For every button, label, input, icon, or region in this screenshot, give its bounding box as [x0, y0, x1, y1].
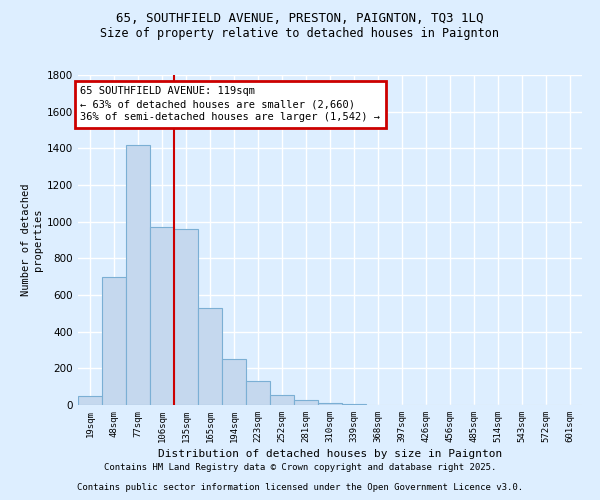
Bar — [102, 276, 126, 405]
Text: Size of property relative to detached houses in Paignton: Size of property relative to detached ho… — [101, 28, 499, 40]
Bar — [198, 308, 222, 405]
Bar — [174, 229, 198, 405]
Bar — [294, 400, 318, 405]
Text: 65, SOUTHFIELD AVENUE, PRESTON, PAIGNTON, TQ3 1LQ: 65, SOUTHFIELD AVENUE, PRESTON, PAIGNTON… — [116, 12, 484, 26]
Bar — [150, 227, 174, 405]
Bar — [246, 381, 270, 405]
Bar — [126, 144, 150, 405]
Bar — [222, 359, 246, 405]
Text: Contains HM Land Registry data © Crown copyright and database right 2025.: Contains HM Land Registry data © Crown c… — [104, 464, 496, 472]
Bar — [270, 395, 294, 405]
Text: Contains public sector information licensed under the Open Government Licence v3: Contains public sector information licen… — [77, 484, 523, 492]
Y-axis label: Number of detached
properties: Number of detached properties — [21, 184, 43, 296]
Bar — [342, 404, 366, 405]
X-axis label: Distribution of detached houses by size in Paignton: Distribution of detached houses by size … — [158, 449, 502, 459]
Bar — [78, 396, 102, 405]
Bar — [318, 403, 342, 405]
Text: 65 SOUTHFIELD AVENUE: 119sqm
← 63% of detached houses are smaller (2,660)
36% of: 65 SOUTHFIELD AVENUE: 119sqm ← 63% of de… — [80, 86, 380, 122]
